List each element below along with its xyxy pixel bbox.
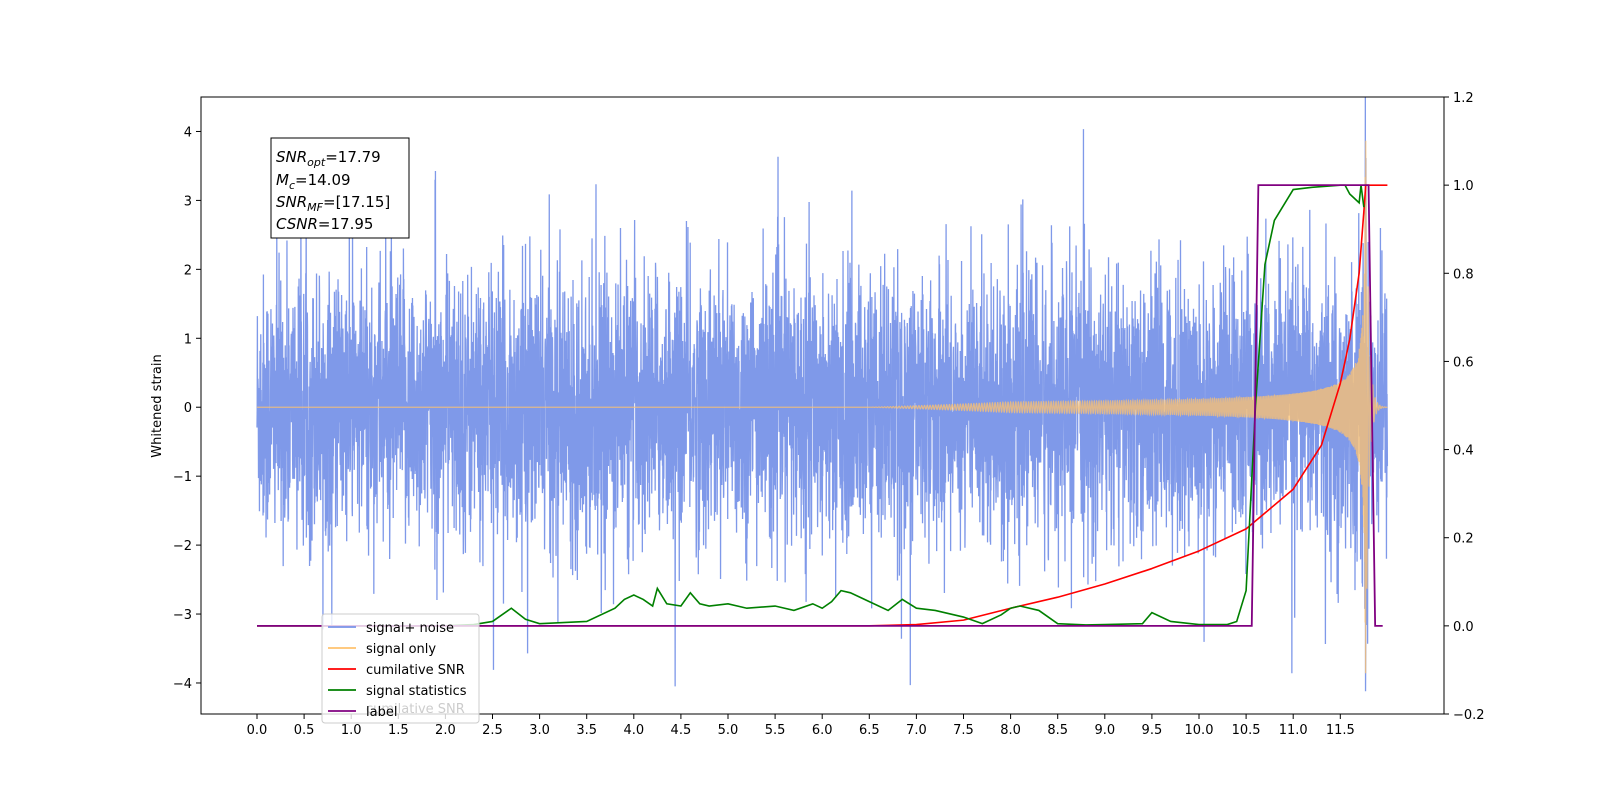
x-tick-label: 1.0 <box>341 723 362 738</box>
y-tick-label: 1 <box>184 332 192 347</box>
series-signal-noise <box>256 97 1389 692</box>
y2-tick-label: 0.6 <box>1453 355 1474 370</box>
y-tick-label: 2 <box>184 263 192 278</box>
x-tick-label: 10.5 <box>1232 723 1261 738</box>
y-tick-label: −1 <box>173 470 192 485</box>
x-tick-label: 9.5 <box>1142 723 1163 738</box>
annotation-box: SNRopt=17.79 Mc=14.09 SNRMF=[17.15] CSNR… <box>270 137 410 239</box>
y2-tick-label: 0.2 <box>1453 532 1474 547</box>
x-tick-label: 5.0 <box>718 723 739 738</box>
x-tick-label: 4.5 <box>671 723 692 738</box>
y2-tick-label: 1.2 <box>1453 91 1474 106</box>
y-tick-label: −3 <box>173 608 192 623</box>
x-tick-label: 8.0 <box>1000 723 1021 738</box>
legend-ghost-text: cumilative SNR <box>366 702 465 717</box>
series-label <box>257 184 1383 627</box>
x-tick-label: 6.5 <box>859 723 880 738</box>
y2-tick-label: 1.0 <box>1453 179 1474 194</box>
x-tick-label: 7.5 <box>953 723 974 738</box>
y2-tick-label: 0.8 <box>1453 267 1474 282</box>
x-axis: 0.0 0.5 1.0 1.5 2.0 2.5 3.0 3.5 4.0 4.5 5.0 5.5 6.0 6… <box>247 714 1355 738</box>
annotation-csnr: CSNR=17.95 <box>276 215 373 233</box>
annotation-snr-opt: SNRopt=17.79 <box>276 148 381 169</box>
x-tick-label: 9.0 <box>1094 723 1115 738</box>
legend-label: cumilative SNR <box>366 663 465 678</box>
x-tick-label: 8.5 <box>1047 723 1068 738</box>
y-tick-label: −2 <box>173 539 192 554</box>
annotation-snr-mf: SNRMF=[17.15] <box>276 193 390 214</box>
x-tick-label: 10.0 <box>1185 723 1214 738</box>
annotation-mc: Mc=14.09 <box>276 171 351 192</box>
y2-tick-label: −0.2 <box>1453 708 1485 723</box>
x-tick-label: 2.0 <box>435 723 456 738</box>
y2-tick-label: 0.0 <box>1453 620 1474 635</box>
legend-label: signal+ noise <box>366 621 454 636</box>
series-signal-only <box>257 140 1388 674</box>
x-tick-label: 11.5 <box>1326 723 1355 738</box>
x-tick-label: 3.5 <box>576 723 597 738</box>
x-tick-label: 2.5 <box>482 723 503 738</box>
y-tick-label: 4 <box>184 125 192 140</box>
legend-label: signal statistics <box>366 684 467 699</box>
legend: cumilative SNR signal+ noise signal only c… <box>321 613 480 724</box>
legend-label: signal only <box>366 642 436 657</box>
x-tick-label: 6.0 <box>812 723 833 738</box>
y-tick-label: 3 <box>184 194 192 209</box>
y-axis-left: 4 3 2 1 0 −1 −2 −3 −4 <box>173 125 201 692</box>
x-tick-label: 5.5 <box>765 723 786 738</box>
x-tick-label: 3.0 <box>529 723 550 738</box>
x-tick-label: 4.0 <box>623 723 644 738</box>
series-layer <box>256 97 1389 692</box>
x-tick-label: 1.5 <box>388 723 409 738</box>
y-axis-label: Whitened strain <box>150 354 165 457</box>
x-tick-label: 0.0 <box>247 723 268 738</box>
x-tick-label: 0.5 <box>294 723 315 738</box>
x-tick-label: 7.0 <box>906 723 927 738</box>
y-tick-label: −4 <box>173 677 192 692</box>
y-axis-right: 1.2 1.0 0.8 0.6 0.4 0.2 0.0 −0.2 <box>1444 91 1485 723</box>
series-cumulative-snr <box>257 184 1388 627</box>
legend-label: label <box>366 705 397 720</box>
y2-tick-label: 0.4 <box>1453 444 1474 459</box>
y-tick-label: 0 <box>184 401 192 416</box>
x-tick-label: 11.0 <box>1279 723 1308 738</box>
